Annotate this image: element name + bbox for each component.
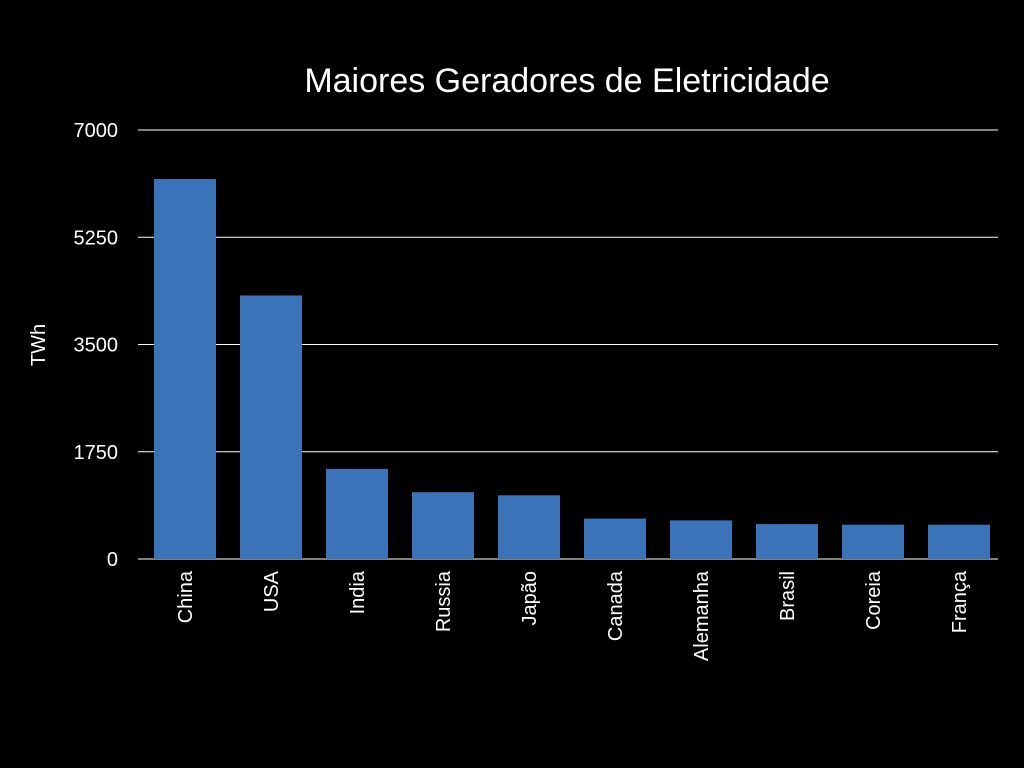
x-tick-label: Canada [605,570,627,641]
y-axis-ticks: 0 1750 3500 5250 7000 [74,120,119,571]
y-tick-label: 1750 [74,442,119,464]
y-tick-label: 0 [107,549,118,571]
bar-usa [240,295,302,559]
bar-frança [928,524,990,559]
bar-alemanha [670,520,732,559]
x-tick-label: França [949,570,971,633]
x-tick-label: Coreia [863,570,885,630]
x-tick-label: Russia [433,570,455,632]
y-tick-label: 5250 [74,227,119,249]
y-tick-label: 7000 [74,120,119,142]
bar-coreia [842,524,904,559]
x-tick-label: China [175,570,197,623]
bar-india [326,468,388,559]
y-axis-label: TWh [28,324,50,366]
x-tick-label: USA [261,570,283,612]
x-tick-label: Alemanha [691,570,713,661]
bars [154,179,990,559]
x-tick-label: Japão [519,571,541,626]
bar-japão [498,495,560,559]
bar-china [154,179,216,559]
bar-canada [584,518,646,559]
x-tick-label: India [347,570,369,614]
x-tick-label: Brasil [777,571,799,621]
chart-title: Maiores Geradores de Eletricidade [304,62,829,100]
bar-russia [412,492,474,559]
bar-brasil [756,524,818,559]
x-axis-ticks: China USA India Russia Japão Canada Alemanha Br… [175,570,971,661]
y-tick-label: 3500 [74,335,119,357]
